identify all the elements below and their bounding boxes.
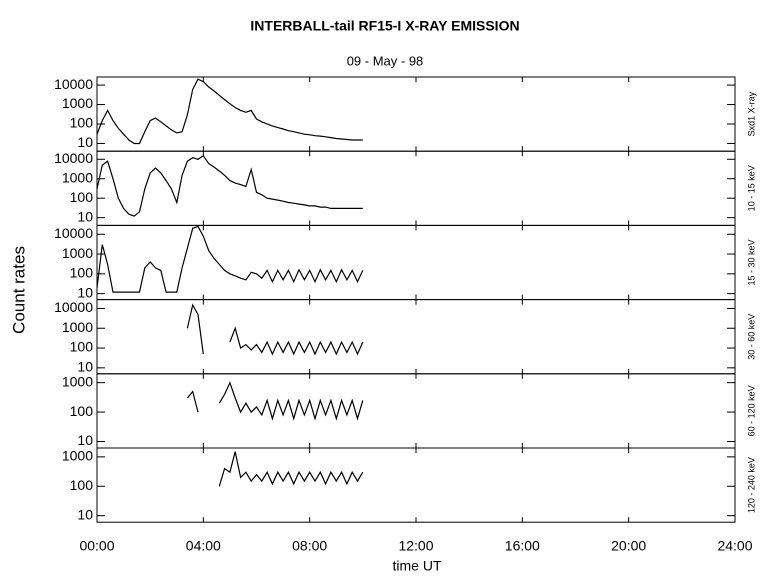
panel-frame [96,224,736,301]
panel-frame [96,447,736,523]
y-tick-label: 10000 [54,76,93,92]
y-tick-label: 100 [70,477,94,493]
y-tick-label: 10 [77,359,93,375]
y-tick-label: 10 [77,506,93,522]
data-line [218,451,364,487]
figure-title: INTERBALL-tail RF15-I X-RAY EMISSION [250,18,519,34]
panel-frame [96,373,736,449]
y-tick-label: 1000 [62,319,93,335]
y-tick-label: 10000 [54,299,93,315]
x-axis-label: time UT [393,558,442,574]
y-tick-label: 100 [70,189,94,205]
panel-label: 60 - 120 keV [746,385,756,436]
data-line [96,225,364,293]
x-tick-label: 08:00 [292,538,327,554]
y-tick-label: 10 [77,284,93,300]
y-tick-label: 10000 [54,150,93,166]
y-tick-label: 1000 [62,448,93,464]
y-tick-label: 10 [77,208,93,224]
x-tick-label: 16:00 [505,538,540,554]
y-tick-label: 10000 [54,225,93,241]
y-tick-label: 1000 [62,169,93,185]
panel-label: Sxd1 X-ray [746,91,756,136]
panel-label: 15 - 30 keV [746,239,756,285]
data-line [96,154,363,217]
y-tick-label: 10 [77,432,93,448]
panel-frame [96,150,736,226]
y-tick-label: 100 [70,339,94,355]
data-line [96,78,363,145]
panel-frame [96,299,736,375]
data-line [186,381,364,421]
panel-label: 10 - 15 keV [746,165,756,211]
y-tick-label: 10 [77,134,93,150]
x-tick-label: 24:00 [717,538,752,554]
x-tick-label: 00:00 [79,538,114,554]
x-tick-label: 04:00 [186,538,221,554]
data-line [186,303,364,356]
y-tick-label: 1000 [62,245,93,261]
panel-label: 120 - 240 keV [746,457,756,513]
figure-subtitle: 09 - May - 98 [347,53,424,68]
y-tick-label: 100 [70,115,94,131]
x-tick-label: 20:00 [611,538,646,554]
y-tick-label: 1000 [62,95,93,111]
panel-label: 30 - 60 keV [746,314,756,360]
y-axis-label: Count rates [9,246,28,334]
y-tick-label: 1000 [62,373,93,389]
x-tick-label: 12:00 [398,538,433,554]
y-tick-label: 100 [70,265,94,281]
y-tick-label: 100 [70,403,94,419]
